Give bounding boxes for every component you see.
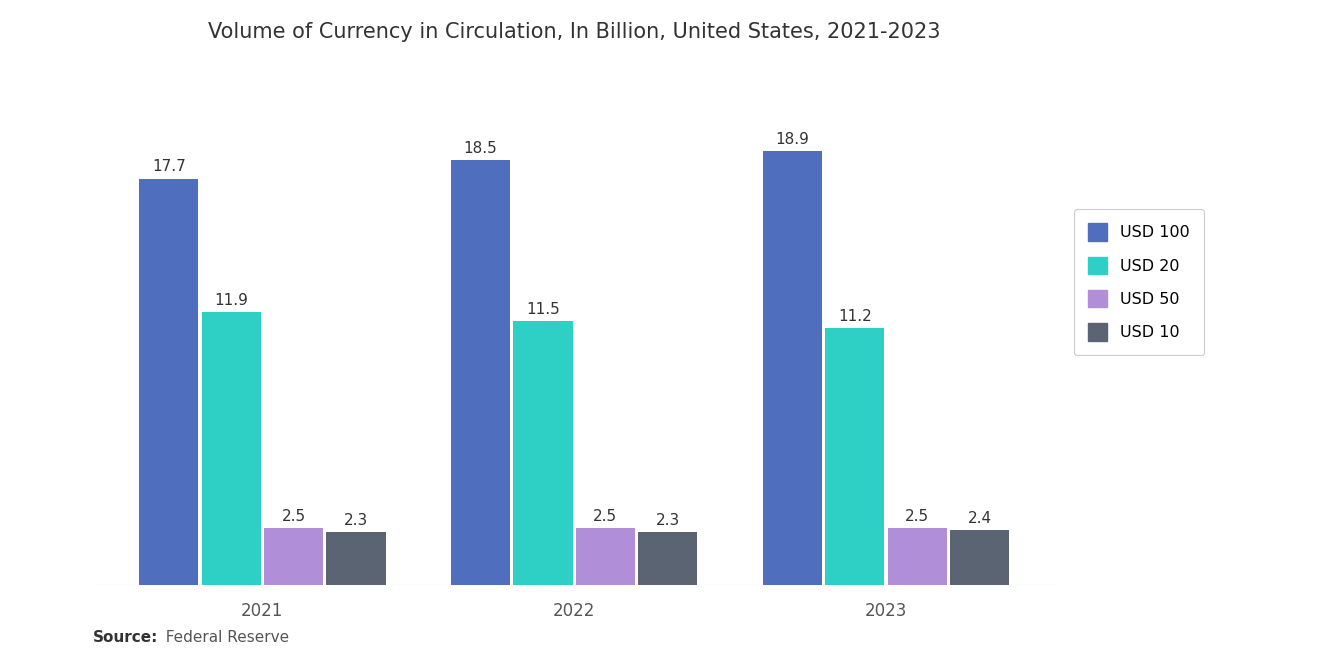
Text: 11.2: 11.2 [838, 309, 871, 324]
Text: 2.3: 2.3 [656, 513, 680, 528]
Text: 2.5: 2.5 [281, 509, 306, 523]
Bar [326, 533, 385, 585]
Bar [950, 530, 1010, 585]
Text: 2.5: 2.5 [593, 509, 618, 523]
Bar [202, 312, 261, 585]
Bar [825, 328, 884, 585]
Bar [264, 528, 323, 585]
Bar [139, 179, 198, 585]
Text: 17.7: 17.7 [152, 160, 186, 174]
Text: 2.5: 2.5 [906, 509, 929, 523]
Text: 2.4: 2.4 [968, 511, 991, 526]
Text: 2.3: 2.3 [343, 513, 368, 528]
Text: 18.5: 18.5 [463, 141, 498, 156]
Text: 11.9: 11.9 [214, 293, 248, 308]
Bar [451, 160, 511, 585]
Text: 18.9: 18.9 [776, 132, 809, 147]
Bar [513, 321, 573, 585]
Bar [576, 528, 635, 585]
Bar [887, 528, 946, 585]
Title: Volume of Currency in Circulation, In Billion, United States, 2021-2023: Volume of Currency in Circulation, In Bi… [209, 22, 940, 42]
Text: 11.5: 11.5 [527, 302, 560, 317]
Text: Source:: Source: [92, 630, 158, 645]
Legend: USD 100, USD 20, USD 50, USD 10: USD 100, USD 20, USD 50, USD 10 [1073, 209, 1204, 355]
Bar [638, 533, 697, 585]
Text: Federal Reserve: Federal Reserve [156, 630, 289, 645]
Bar [763, 151, 822, 585]
